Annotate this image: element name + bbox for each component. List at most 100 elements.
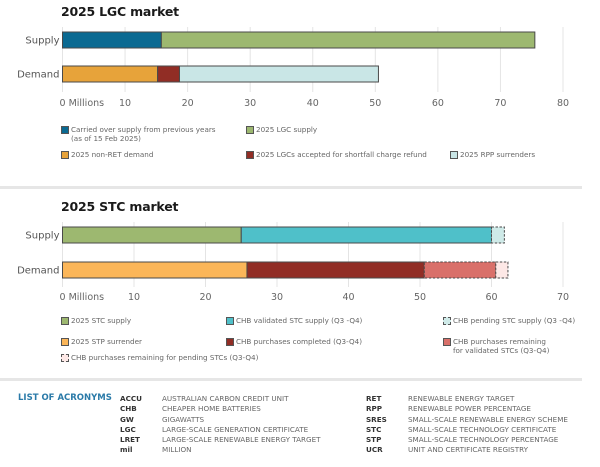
legend-item: 2025 STP surrender xyxy=(61,337,142,346)
legend-label: 2025 non-RET demand xyxy=(71,150,154,159)
section-divider xyxy=(0,378,582,381)
acronym-row: STC SMALL-SCALE TECHNOLOGY CERTIFICATE xyxy=(366,425,568,435)
legend-label: Carried over supply from previous years … xyxy=(71,125,216,143)
category-label-supply: Supply xyxy=(25,36,59,47)
acronym-abbreviation: UCR xyxy=(366,445,383,455)
legend-item: CHB purchases remaining for pending STCs… xyxy=(61,353,258,362)
legend-swatch xyxy=(61,151,69,159)
legend-label: 2025 LGC supply xyxy=(256,125,318,134)
x-tick-label: 60 xyxy=(485,292,497,303)
x-tick-label: 60 xyxy=(432,98,444,109)
acronym-abbreviation: LRET xyxy=(120,435,140,445)
x-tick-label: 80 xyxy=(557,98,569,109)
acronym-definition: SMALL-SCALE TECHNOLOGY PERCENTAGE xyxy=(408,435,559,445)
legend-swatch xyxy=(443,317,451,325)
acronym-abbreviation: CHB xyxy=(120,404,137,414)
acronym-row: CHB CHEAPER HOME BATTERIES xyxy=(120,404,321,414)
legend-label: 2025 STP surrender xyxy=(71,337,142,346)
legend-swatch xyxy=(246,126,254,134)
acronym-definition: RENEWABLE ENERGY TARGET xyxy=(408,394,515,403)
lgc-chart-title: 2025 LGC market xyxy=(61,4,179,19)
acronym-abbreviation: mil xyxy=(120,445,133,455)
acronym-definition: CHEAPER HOME BATTERIES xyxy=(162,404,261,414)
acronym-row: RET RENEWABLE ENERGY TARGET xyxy=(366,394,568,404)
acronym-row: GW GIGAWATTS xyxy=(120,415,321,425)
acronym-definition: UNIT AND CERTIFICATE REGISTRY xyxy=(408,445,529,455)
x-tick-label: 70 xyxy=(494,98,506,109)
legend-label: 2025 LGCs accepted for shortfall charge … xyxy=(256,150,427,159)
legend-label: CHB purchases completed (Q3-Q4) xyxy=(236,337,363,346)
bar-segment-2025-stp-surrender xyxy=(62,261,248,279)
legend-swatch xyxy=(61,317,69,325)
legend-swatch xyxy=(226,338,234,346)
legend-item: CHB validated STC supply (Q3 -Q4) xyxy=(226,316,362,325)
acronym-abbreviation: LGC xyxy=(120,424,136,434)
legend-item: Carried over supply from previous years … xyxy=(61,125,216,143)
acronym-definition: AUSTRALIAN CARBON CREDIT UNIT xyxy=(162,394,289,403)
acronym-definition: LARGE-SCALE GENERATION CERTIFICATE xyxy=(162,424,309,434)
legend-swatch xyxy=(61,338,69,346)
legend-swatch xyxy=(450,151,458,159)
category-label-demand: Demand xyxy=(17,266,59,277)
bar-segment-chb-purchases-remaining-for-pending-stcs-q3-q4 xyxy=(495,261,509,279)
legend-label: 2025 RPP surrenders xyxy=(460,150,536,159)
x-tick-label: 50 xyxy=(369,98,381,109)
bar-segment-2025-rpp-surrenders xyxy=(178,65,379,83)
x-tick-label: 40 xyxy=(342,292,354,303)
legend-item: 2025 LGCs accepted for shortfall charge … xyxy=(246,150,427,159)
x-tick-label: 70 xyxy=(557,292,569,303)
legend-label: CHB validated STC supply (Q3 -Q4) xyxy=(236,316,363,325)
acronym-row: UCR UNIT AND CERTIFICATE REGISTRY xyxy=(366,445,568,455)
category-label-demand: Demand xyxy=(17,70,59,81)
legend-item: 2025 non-RET demand xyxy=(61,150,153,159)
legend-item: CHB purchases completed (Q3-Q4) xyxy=(226,337,362,346)
legend-label: CHB pending STC supply (Q3 -Q4) xyxy=(453,316,576,325)
legend-item: CHB pending STC supply (Q3 -Q4) xyxy=(443,316,575,325)
acronym-definition: RENEWABLE POWER PERCENTAGE xyxy=(408,404,531,414)
section-divider xyxy=(0,186,582,189)
acronyms-list-right: RET RENEWABLE ENERGY TARGET RPP RENEWABLE P… xyxy=(366,394,568,456)
legend-item: 2025 LGC supply xyxy=(246,125,317,134)
bar-segment-2025-lgc-supply xyxy=(160,31,536,49)
legend-swatch xyxy=(61,354,69,362)
x-tick-label: 10 xyxy=(119,98,131,109)
acronym-abbreviation: RPP xyxy=(366,404,383,414)
x-tick-label: 0 Millions xyxy=(60,98,105,109)
acronym-abbreviation: GW xyxy=(120,414,134,424)
acronym-row: ACCU AUSTRALIAN CARBON CREDIT UNIT xyxy=(120,394,321,404)
acronym-row: LGC LARGE-SCALE GENERATION CERTIFICATE xyxy=(120,425,321,435)
acronym-definition: GIGAWATTS xyxy=(162,414,205,424)
legend-swatch xyxy=(226,317,234,325)
bar-segment-2025-stc-supply xyxy=(62,226,242,244)
bar-segment-2025-non-ret-demand xyxy=(62,65,159,83)
legend-label: CHB purchases remaining for validated ST… xyxy=(453,337,550,355)
acronym-row: STP SMALL-SCALE TECHNOLOGY PERCENTAGE xyxy=(366,435,568,445)
x-tick-label: 0 Millions xyxy=(60,292,105,303)
acronym-abbreviation: ACCU xyxy=(120,394,142,403)
bar-segment-chb-pending-stc-supply-q3-q4 xyxy=(491,226,505,244)
legend-item: CHB purchases remaining for validated ST… xyxy=(443,337,549,355)
x-tick-label: 20 xyxy=(182,98,194,109)
legend-label: 2025 STC supply xyxy=(71,316,132,325)
category-label-supply: Supply xyxy=(25,231,59,242)
acronym-abbreviation: STP xyxy=(366,435,382,445)
acronyms-list-left: ACCU AUSTRALIAN CARBON CREDIT UNIT CHB CHEA… xyxy=(120,394,321,456)
stc-chart: 0 Millions 10 20 30 40 50 60 70 Supply Demand xyxy=(17,222,569,303)
acronym-row: mil MILLION xyxy=(120,445,321,455)
x-tick-label: 20 xyxy=(199,292,211,303)
acronym-abbreviation: STC xyxy=(366,424,382,434)
legend-swatch xyxy=(246,151,254,159)
acronym-definition: SMALL-SCALE RENEWABLE ENERGY SCHEME xyxy=(408,414,568,424)
acronym-definition: SMALL-SCALE TECHNOLOGY CERTIFICATE xyxy=(408,424,557,434)
bar-segment-carried-over-supply-from-previous-years-as-of-15-feb-2025 xyxy=(62,31,162,49)
x-tick-label: 10 xyxy=(128,292,140,303)
legend-item: 2025 RPP surrenders xyxy=(450,150,535,159)
stc-chart-title: 2025 STC market xyxy=(61,199,179,214)
acronym-row: SRES SMALL-SCALE RENEWABLE ENERGY SCHEME xyxy=(366,415,568,425)
x-tick-label: 30 xyxy=(244,98,256,109)
acronyms-heading: LIST OF ACRONYMS xyxy=(18,393,112,403)
legend-item: 2025 STC supply xyxy=(61,316,131,325)
x-tick-label: 50 xyxy=(414,292,426,303)
acronym-definition: LARGE-SCALE RENEWABLE ENERGY TARGET xyxy=(162,435,321,445)
legend-swatch xyxy=(61,126,69,134)
